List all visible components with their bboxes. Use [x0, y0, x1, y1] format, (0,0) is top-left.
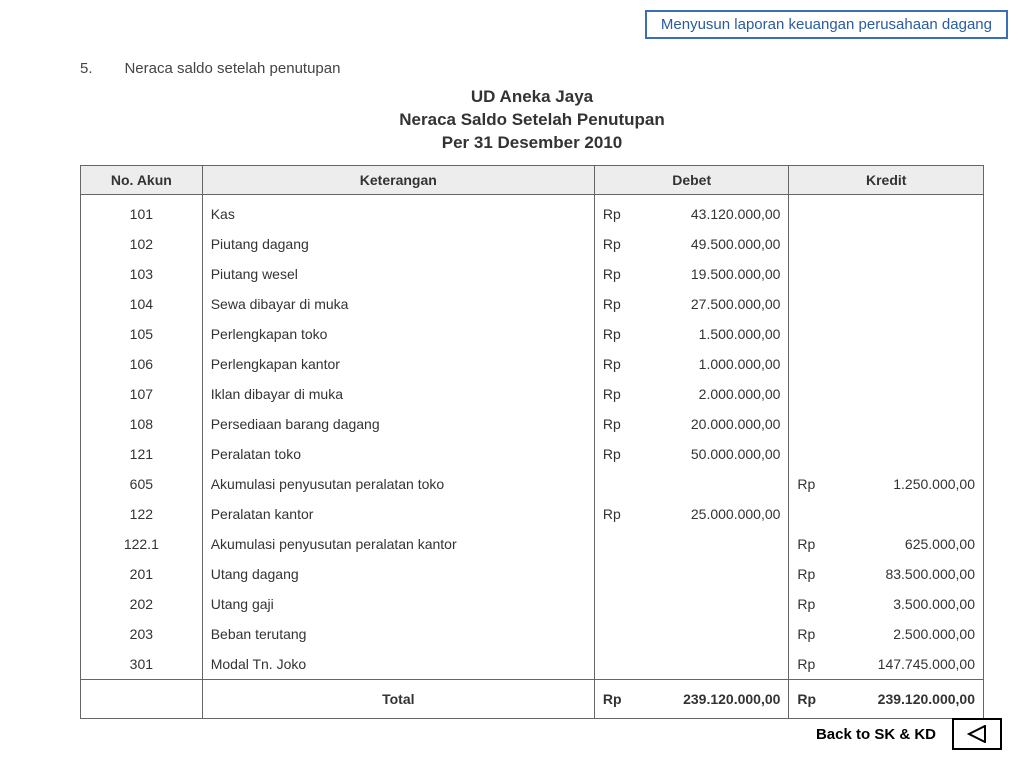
- total-label-cell: Total: [202, 679, 594, 718]
- content-area: 5. Neraca saldo setelah penutupan UD Ane…: [80, 60, 984, 719]
- trial-balance-table: No. Akun Keterangan Debet Kredit 101KasR…: [80, 165, 984, 719]
- cell-akun: 122.1: [81, 529, 203, 559]
- cell-akun: 104: [81, 289, 203, 319]
- cell-keterangan: Utang gaji: [202, 589, 594, 619]
- banner-title: Menyusun laporan keuangan perusahaan dag…: [645, 10, 1008, 39]
- cell-keterangan: Piutang wesel: [202, 259, 594, 289]
- cell-akun: 605: [81, 469, 203, 499]
- cell-keterangan: Sewa dibayar di muka: [202, 289, 594, 319]
- cell-akun: 121: [81, 439, 203, 469]
- cell-akun: 202: [81, 589, 203, 619]
- col-header-kredit: Kredit: [789, 165, 984, 194]
- table-row: 104Sewa dibayar di mukaRp 27.500.000,00: [81, 289, 984, 319]
- table-row: 102Piutang dagangRp 49.500.000,00: [81, 229, 984, 259]
- cell-keterangan: Beban terutang: [202, 619, 594, 649]
- cell-keterangan: Persediaan barang dagang: [202, 409, 594, 439]
- table-row: 101KasRp 43.120.000,00: [81, 194, 984, 229]
- doc-title-line-2: Neraca Saldo Setelah Penutupan: [80, 109, 984, 132]
- cell-akun: 101: [81, 194, 203, 229]
- table-body: 101KasRp 43.120.000,00102Piutang dagangR…: [81, 194, 984, 679]
- table-row: 122Peralatan kantorRp 25.000.000,00: [81, 499, 984, 529]
- table-row: 108Persediaan barang dagangRp 20.000.000…: [81, 409, 984, 439]
- table-row: 605Akumulasi penyusutan peralatan tokoRp…: [81, 469, 984, 499]
- cell-keterangan: Akumulasi penyusutan peralatan kantor: [202, 529, 594, 559]
- cell-akun: 122: [81, 499, 203, 529]
- cell-keterangan: Modal Tn. Joko: [202, 649, 594, 680]
- back-link[interactable]: Back to SK & KD: [816, 726, 936, 743]
- total-kredit-cell: Rp239.120.000,00: [789, 679, 984, 718]
- doc-title-line-1: UD Aneka Jaya: [80, 86, 984, 109]
- doc-title-line-3: Per 31 Desember 2010: [80, 132, 984, 155]
- section-heading: 5. Neraca saldo setelah penutupan: [80, 60, 984, 78]
- cell-keterangan: Utang dagang: [202, 559, 594, 589]
- triangle-left-icon: [967, 725, 987, 743]
- table-row: 105Perlengkapan tokoRp 1.500.000,00: [81, 319, 984, 349]
- cell-keterangan: Perlengkapan toko: [202, 319, 594, 349]
- footer: Back to SK & KD: [816, 718, 1002, 750]
- table-row: 106Perlengkapan kantorRp 1.000.000,00: [81, 349, 984, 379]
- table-row: 203Beban terutangRp 2.500.000,00: [81, 619, 984, 649]
- cell-akun: 301: [81, 649, 203, 680]
- table-row: 121Peralatan tokoRp 50.000.000,00: [81, 439, 984, 469]
- total-debet-cell: Rp239.120.000,00: [594, 679, 789, 718]
- table-row: 201Utang dagangRp 83.500.000,00: [81, 559, 984, 589]
- cell-keterangan: Peralatan kantor: [202, 499, 594, 529]
- cell-akun: 107: [81, 379, 203, 409]
- cell-akun: 102: [81, 229, 203, 259]
- table-row: 107Iklan dibayar di mukaRp 2.000.000,00: [81, 379, 984, 409]
- cell-akun: 106: [81, 349, 203, 379]
- cell-akun: 203: [81, 619, 203, 649]
- total-row: Total Rp239.120.000,00 Rp239.120.000,00: [81, 679, 984, 718]
- cell-keterangan: Perlengkapan kantor: [202, 349, 594, 379]
- total-akun-cell: [81, 679, 203, 718]
- col-header-akun: No. Akun: [81, 165, 203, 194]
- section-title: Neraca saldo setelah penutupan: [124, 60, 340, 77]
- back-button[interactable]: [952, 718, 1002, 750]
- cell-keterangan: Akumulasi penyusutan peralatan toko: [202, 469, 594, 499]
- cell-akun: 105: [81, 319, 203, 349]
- col-header-keterangan: Keterangan: [202, 165, 594, 194]
- table-row: 103Piutang weselRp 19.500.000,00: [81, 259, 984, 289]
- cell-keterangan: Iklan dibayar di muka: [202, 379, 594, 409]
- table-row: 202Utang gajiRp 3.500.000,00: [81, 589, 984, 619]
- document-title: UD Aneka Jaya Neraca Saldo Setelah Penut…: [80, 86, 984, 155]
- cell-keterangan: Peralatan toko: [202, 439, 594, 469]
- cell-akun: 201: [81, 559, 203, 589]
- cell-keterangan: Kas: [202, 194, 594, 229]
- cell-keterangan: Piutang dagang: [202, 229, 594, 259]
- table-header-row: No. Akun Keterangan Debet Kredit: [81, 165, 984, 194]
- cell-akun: 108: [81, 409, 203, 439]
- table-row: 122.1Akumulasi penyusutan peralatan kant…: [81, 529, 984, 559]
- col-header-debet: Debet: [594, 165, 789, 194]
- cell-akun: 103: [81, 259, 203, 289]
- section-number: 5.: [80, 60, 120, 77]
- table-row: 301Modal Tn. JokoRp147.745.000,00: [81, 649, 984, 680]
